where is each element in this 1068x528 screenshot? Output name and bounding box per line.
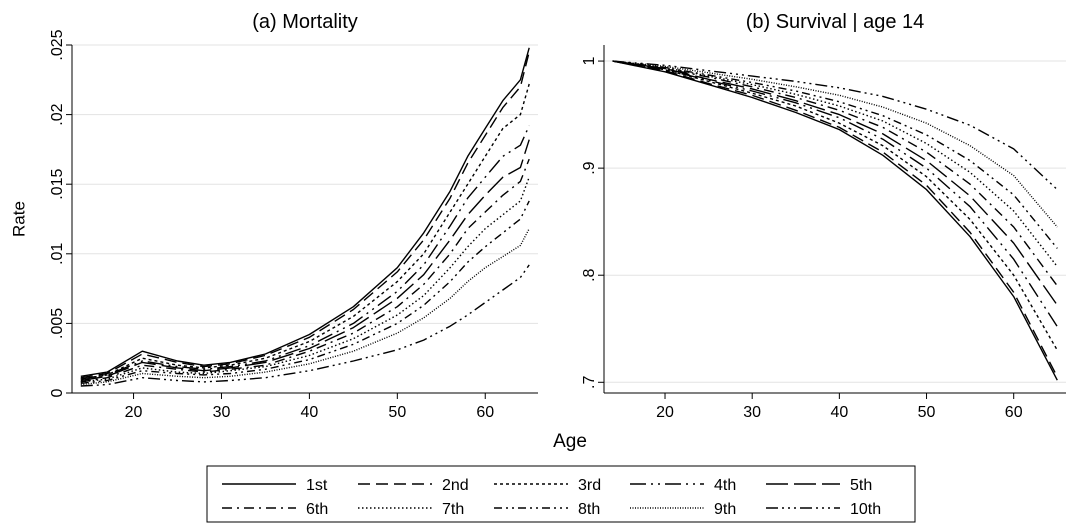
legend: 1st 2nd 3rd 4th 5th 6th 7th 8th 9th 10th xyxy=(206,465,916,523)
chart-title: (a) Mortality xyxy=(252,11,358,33)
series-line-8th xyxy=(80,200,530,384)
x-tick-label: 40 xyxy=(300,404,318,421)
y-tick-label: .015 xyxy=(49,169,66,200)
series-line-10th xyxy=(80,264,530,387)
x-tick-label: 20 xyxy=(125,404,143,421)
series-line-7th xyxy=(612,60,1058,268)
series-line-4th xyxy=(80,125,530,380)
legend-label-7th: 7th xyxy=(442,501,464,518)
series-line-1st xyxy=(612,60,1058,381)
y-tick-label: .02 xyxy=(49,103,66,125)
series-line-7th xyxy=(80,176,530,383)
legend-label-6th: 6th xyxy=(306,501,328,518)
x-tick-label: 30 xyxy=(213,404,231,421)
x-tick-label: 40 xyxy=(830,404,848,421)
legend-label-10th: 10th xyxy=(850,501,881,518)
series-line-5th xyxy=(612,60,1058,306)
series-line-6th xyxy=(80,158,530,383)
x-tick-label: 30 xyxy=(743,404,761,421)
y-tick-label: 1 xyxy=(581,57,598,66)
series-line-4th xyxy=(612,60,1058,327)
legend-label-1st: 1st xyxy=(306,477,328,494)
y-tick-label: 0 xyxy=(49,388,66,397)
x-tick-label: 20 xyxy=(656,404,674,421)
series-line-10th xyxy=(612,60,1058,191)
series-line-3rd xyxy=(80,83,530,380)
legend-label-2nd: 2nd xyxy=(442,477,469,494)
series-line-9th xyxy=(612,60,1058,228)
y-tick-label: .025 xyxy=(49,29,66,60)
series-line-5th xyxy=(80,139,530,382)
chart-title: (b) Survival | age 14 xyxy=(746,11,925,33)
series-line-2nd xyxy=(612,60,1058,378)
panel-survival: (b) Survival | age 14 .7 .8 .9 1 20 30 40 50 60 xyxy=(581,11,1066,421)
x-tick-label: 60 xyxy=(1005,404,1023,421)
y-tick-label: .01 xyxy=(49,243,66,265)
panel-mortality: (a) Mortality 0 .005 .01 .015 .02 .025 20 30 40 50… xyxy=(9,11,538,421)
legend-label-4th: 4th xyxy=(714,477,736,494)
legend-box xyxy=(206,465,916,523)
series-line-3rd xyxy=(612,60,1058,351)
legend-label-9th: 9th xyxy=(714,501,736,518)
series-line-8th xyxy=(612,60,1058,249)
series-line-2nd xyxy=(80,51,530,379)
x-tick-label: 60 xyxy=(476,404,494,421)
y-tick-label: .005 xyxy=(49,308,66,339)
y-tick-label: .7 xyxy=(581,376,598,389)
y-axis-label: Rate xyxy=(9,201,28,237)
y-tick-label: .9 xyxy=(581,161,598,174)
legend-label-5th: 5th xyxy=(850,477,872,494)
legend-label-3rd: 3rd xyxy=(578,477,601,494)
legend-label-8th: 8th xyxy=(578,501,600,518)
x-tick-label: 50 xyxy=(388,404,406,421)
x-tick-label: 50 xyxy=(918,404,936,421)
y-tick-label: .8 xyxy=(581,268,598,281)
series-line-6th xyxy=(612,60,1058,287)
shared-x-axis-label: Age xyxy=(553,431,587,452)
series-line-1st xyxy=(80,47,530,377)
